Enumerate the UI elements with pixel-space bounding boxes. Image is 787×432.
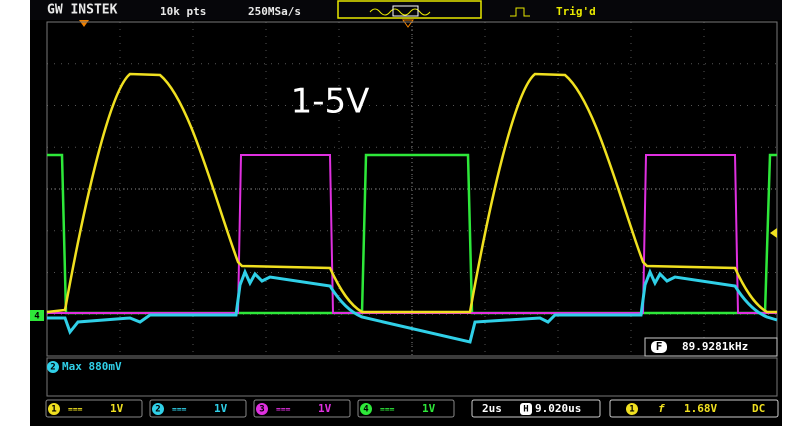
channel-number: 4 [363,405,369,415]
channel-number: 1 [51,405,56,415]
measurement-channel: 2 [50,363,55,373]
measurement-panel [47,358,777,396]
channel-coupling: === [380,405,395,414]
channel-scale: 1V [110,402,124,415]
trigger-status: Trig'd [556,5,596,18]
channel-scale: 1V [318,402,332,415]
page: {"header": {"brand": "GW INSTEK", "recor… [0,0,787,428]
top-bar [30,0,782,20]
channel-scale: 1V [422,402,436,415]
channel-scale: 1V [214,402,228,415]
sample-rate: 250MSa/s [248,5,301,18]
bottom-bar [30,399,782,421]
frequency-value: 89.9281kHz [682,340,748,353]
channel-coupling: === [276,405,291,414]
annotation: 1-5V [291,82,370,122]
timebase-position: 9.020us [535,402,581,415]
channel-coupling: === [68,405,83,414]
scope-screen: GW INSTEK 10k pts 250MSa/s Trig'd 4 1-5V… [0,0,787,428]
position-icon: H [523,405,528,415]
trigger-coupling: DC [752,402,765,415]
channel-coupling: === [172,405,187,414]
record-length: 10k pts [160,5,206,18]
brand: GW INSTEK [47,3,118,18]
channel-number: 3 [259,405,264,415]
measurement-text: Max 880mV [62,360,122,373]
trigger-source: 1 [629,405,634,415]
timebase-scale: 2us [482,402,502,415]
channel-number: 2 [155,405,160,415]
trigger-slope: f [658,402,665,415]
frequency-icon: F [656,340,663,353]
ground-marker: 4 [34,312,40,322]
trigger-level: 1.68V [684,402,717,415]
